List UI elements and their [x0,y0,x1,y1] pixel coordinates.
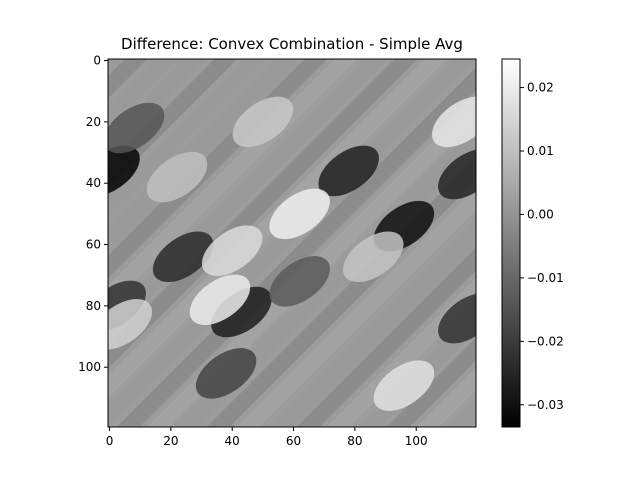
heatmap-feature [146,151,208,203]
heatmap-texture-stripe [0,0,458,467]
x-tick-label: 80 [347,434,362,448]
colorbar-frame [501,58,521,428]
heatmap-feature [108,102,165,154]
heatmap-feature [438,292,476,344]
heatmap-texture-stripe [116,67,476,427]
heatmap-feature [201,225,263,276]
colorbar-tick-label: −0.03 [527,398,564,412]
heatmap-feature [189,274,251,326]
x-tick-label: 20 [163,434,178,448]
heatmap-texture-stripe [236,187,476,427]
heatmap-plot-area [0,0,488,467]
y-tick-label: 100 [78,360,101,374]
heatmap-texture-stripe [266,217,476,427]
colorbar-tick-label: −0.01 [527,271,564,285]
colorbar: 0.02 0.01 0.00 −0.01 −0.02 −0.03 [501,58,564,428]
x-tick-label: 60 [286,434,301,448]
y-tick-label: 0 [93,54,101,68]
heatmap-feature [232,96,294,148]
chart-title: Difference: Convex Combination - Simple … [121,35,463,53]
x-tick-label: 0 [106,434,114,448]
colorbar-ticks: 0.02 0.01 0.00 −0.01 −0.02 −0.03 [520,81,564,412]
heatmap-texture-stripe [0,0,398,467]
heatmap-feature [108,145,140,197]
colorbar-tick-label: −0.02 [527,334,564,348]
heatmap-texture-stripe [108,59,328,279]
y-tick-label: 40 [86,176,101,190]
heatmap-feature [438,148,476,200]
colorbar-tick-label: 0.00 [527,207,554,221]
heatmap-feature [431,96,476,148]
x-tick-label: 100 [405,434,428,448]
colorbar-tick-label: 0.02 [527,81,554,95]
heatmap-texture-stripe [296,247,476,427]
heatmap-feature [108,298,153,350]
x-tick-label: 40 [225,434,240,448]
heatmap-feature [343,231,404,283]
heatmap-feature [269,188,330,240]
heatmap-feature [269,256,330,307]
y-axis: 0 20 40 60 80 100 [78,54,108,374]
heatmap-feature [373,360,435,411]
x-axis: 0 20 40 60 80 100 [106,427,428,448]
plot-frame [107,58,477,428]
heatmap-feature [152,231,214,283]
heatmap-cells [0,0,488,467]
heatmap-texture-stripe [206,157,476,427]
heatmap-texture-stripe [386,337,476,427]
colorbar-gradient [502,59,520,427]
y-tick-label: 20 [86,115,101,129]
heatmap-texture-stripe [108,59,418,369]
heatmap-feature [195,348,257,399]
heatmap-texture-stripe [416,367,476,427]
colorbar-tick-label: 0.01 [527,144,554,158]
heatmap-feature [318,145,379,197]
y-tick-label: 80 [86,299,101,313]
heatmap-texture-stripe [0,0,488,467]
y-tick-label: 60 [86,238,101,252]
